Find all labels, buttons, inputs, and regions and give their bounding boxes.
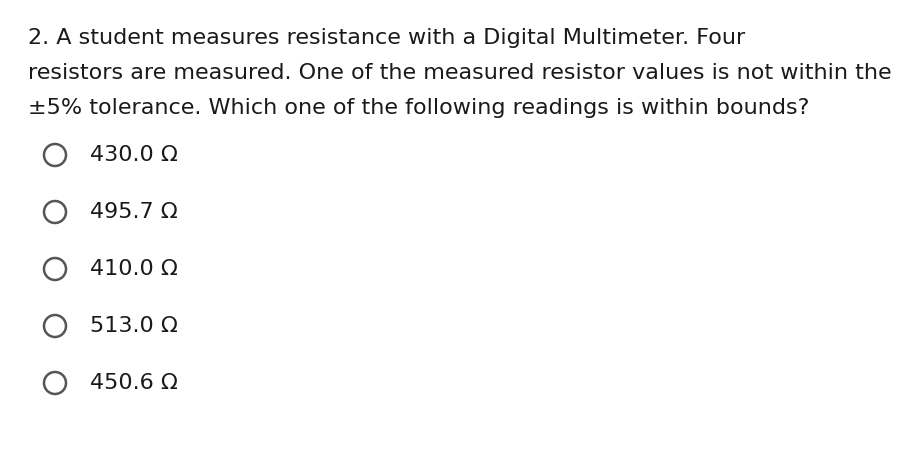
Text: 450.6 Ω: 450.6 Ω bbox=[90, 373, 178, 393]
Text: 495.7 Ω: 495.7 Ω bbox=[90, 202, 178, 222]
Text: 430.0 Ω: 430.0 Ω bbox=[90, 145, 178, 165]
Text: 2. A student measures resistance with a Digital Multimeter. Four: 2. A student measures resistance with a … bbox=[28, 28, 752, 48]
Text: resistors are measured. One of the measured resistor values is not within the: resistors are measured. One of the measu… bbox=[28, 63, 892, 83]
Text: 410.0 Ω: 410.0 Ω bbox=[90, 259, 178, 279]
Text: ±5% tolerance. Which one of the following readings is within bounds?: ±5% tolerance. Which one of the followin… bbox=[28, 98, 816, 118]
Text: 513.0 Ω: 513.0 Ω bbox=[90, 316, 178, 336]
